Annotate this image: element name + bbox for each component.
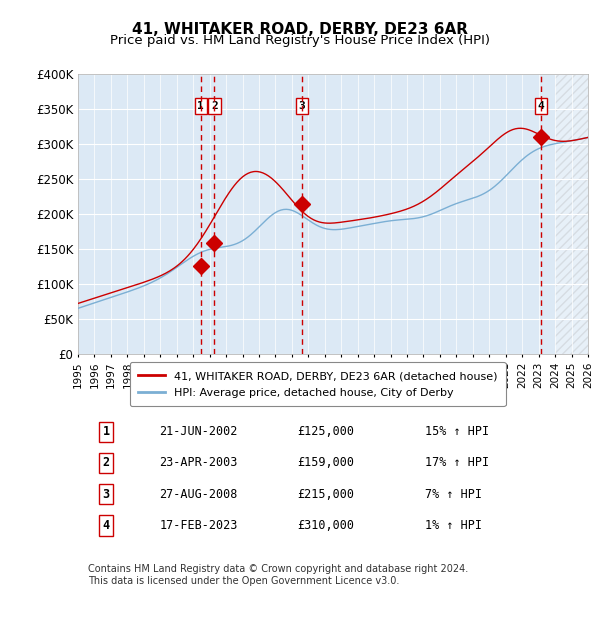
Text: 1% ↑ HPI: 1% ↑ HPI [425, 519, 482, 532]
Text: £125,000: £125,000 [297, 425, 354, 438]
Text: 2: 2 [103, 456, 110, 469]
Text: 41, WHITAKER ROAD, DERBY, DE23 6AR: 41, WHITAKER ROAD, DERBY, DE23 6AR [132, 22, 468, 37]
Text: £310,000: £310,000 [297, 519, 354, 532]
Text: 2: 2 [211, 101, 218, 111]
Text: 27-AUG-2008: 27-AUG-2008 [160, 488, 238, 501]
Text: 4: 4 [103, 519, 110, 532]
Legend: 41, WHITAKER ROAD, DERBY, DE23 6AR (detached house), HPI: Average price, detache: 41, WHITAKER ROAD, DERBY, DE23 6AR (deta… [130, 362, 506, 406]
Text: 15% ↑ HPI: 15% ↑ HPI [425, 425, 489, 438]
Text: Price paid vs. HM Land Registry's House Price Index (HPI): Price paid vs. HM Land Registry's House … [110, 34, 490, 47]
Text: 3: 3 [299, 101, 305, 111]
Text: 17-FEB-2023: 17-FEB-2023 [160, 519, 238, 532]
Text: 23-APR-2003: 23-APR-2003 [160, 456, 238, 469]
Text: 4: 4 [538, 101, 544, 111]
Bar [555, 74, 588, 353]
Text: 17% ↑ HPI: 17% ↑ HPI [425, 456, 489, 469]
Text: 1: 1 [197, 101, 204, 111]
Text: 3: 3 [103, 488, 110, 501]
Text: £159,000: £159,000 [297, 456, 354, 469]
Text: Contains HM Land Registry data © Crown copyright and database right 2024.
This d: Contains HM Land Registry data © Crown c… [88, 564, 469, 586]
Text: 21-JUN-2002: 21-JUN-2002 [160, 425, 238, 438]
Text: 7% ↑ HPI: 7% ↑ HPI [425, 488, 482, 501]
Text: 1: 1 [103, 425, 110, 438]
Text: £215,000: £215,000 [297, 488, 354, 501]
Bar [555, 74, 588, 353]
